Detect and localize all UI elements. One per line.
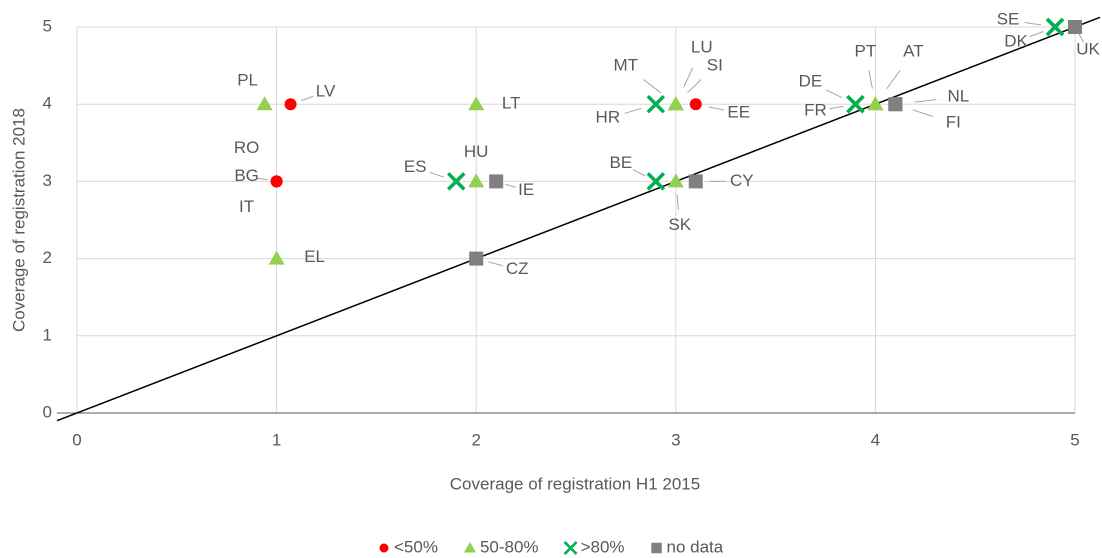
- point-label: AT: [903, 42, 923, 61]
- point: [284, 98, 297, 111]
- diagonal-line: [56, 16, 1101, 422]
- y-tick-label: 2: [43, 248, 52, 267]
- x-tick-label: 1: [272, 430, 281, 449]
- leader-line: [257, 177, 268, 181]
- point: [468, 173, 485, 188]
- legend-marker: [651, 542, 662, 554]
- x-tick-label: 3: [671, 430, 680, 449]
- point: [888, 97, 903, 112]
- point-label: FI: [946, 113, 961, 132]
- point-label: BE: [609, 153, 632, 172]
- point: [1045, 17, 1065, 37]
- leader-line: [488, 261, 503, 267]
- x-axis-title: Coverage of registration H1 2015: [450, 474, 700, 493]
- leader-line: [1078, 33, 1084, 43]
- x-tick-label: 0: [72, 430, 81, 449]
- leader-line: [708, 106, 724, 111]
- point-label: PT: [855, 42, 877, 61]
- legend-marker: [563, 541, 578, 555]
- legend-label: 50-80%: [480, 537, 539, 556]
- leader-line: [505, 183, 516, 188]
- leader-line: [687, 79, 702, 94]
- point-label: DE: [799, 72, 823, 91]
- leader-line: [912, 109, 934, 118]
- leader-line: [825, 89, 843, 99]
- leader-line: [829, 105, 844, 110]
- legend-marker: [379, 543, 389, 553]
- y-tick-label: 4: [43, 94, 52, 113]
- point-label: SK: [668, 215, 691, 234]
- y-tick-label: 5: [43, 16, 52, 35]
- leader-line: [1029, 31, 1044, 38]
- leader-line: [886, 70, 901, 89]
- leader-line: [676, 194, 679, 211]
- y-tick-label: 3: [43, 171, 52, 190]
- point: [469, 251, 484, 266]
- leader-line: [1024, 21, 1042, 26]
- point: [447, 172, 466, 191]
- point-label: NL: [947, 87, 969, 106]
- point-label: ES: [404, 157, 427, 176]
- point-label: CZ: [506, 259, 529, 278]
- legend-label: no data: [667, 537, 724, 556]
- point: [688, 174, 703, 189]
- legend-label: <50%: [394, 537, 438, 556]
- point: [268, 250, 285, 265]
- point-label: HR: [596, 108, 621, 127]
- point-label: HU: [464, 142, 489, 161]
- point-label: EL: [304, 247, 325, 266]
- leader-line: [300, 95, 314, 102]
- point-label: LT: [502, 94, 521, 113]
- point-label: IT: [239, 197, 254, 216]
- point-label: CY: [730, 171, 754, 190]
- point: [689, 98, 702, 111]
- x-tick-label: 4: [871, 430, 880, 449]
- point-label: SE: [997, 9, 1020, 28]
- leader-line: [683, 67, 694, 88]
- point: [1068, 20, 1082, 34]
- point-label: LV: [316, 82, 336, 101]
- leader-line: [632, 169, 646, 177]
- point-label: IE: [518, 180, 534, 199]
- point: [270, 175, 283, 188]
- y-axis-title: Coverage of registration 2018: [9, 108, 28, 332]
- point-label: RO: [234, 138, 260, 157]
- point-label: PL: [237, 71, 258, 90]
- leader-line: [868, 70, 873, 89]
- point-label: EE: [727, 103, 750, 122]
- point-label: SI: [707, 56, 723, 75]
- point-label: MT: [614, 56, 639, 75]
- y-tick-label: 0: [43, 402, 52, 421]
- point: [667, 96, 684, 111]
- leader-line: [429, 171, 445, 178]
- x-tick-label: 2: [471, 430, 480, 449]
- point-label: LU: [691, 38, 713, 57]
- x-tick-label: 5: [1070, 430, 1079, 449]
- point: [489, 174, 504, 189]
- point: [867, 96, 884, 111]
- leader-line: [642, 79, 662, 94]
- point-label: BG: [234, 166, 259, 185]
- point: [846, 94, 865, 114]
- leader-line: [624, 107, 642, 114]
- point: [667, 173, 684, 188]
- point-label: FR: [804, 101, 827, 120]
- point: [646, 94, 666, 114]
- legend-label: >80%: [581, 537, 625, 556]
- point-label: UK: [1076, 39, 1100, 58]
- leader-line: [914, 99, 937, 103]
- point: [646, 172, 666, 191]
- y-tick-label: 1: [43, 325, 52, 344]
- point: [468, 96, 485, 111]
- point: [256, 96, 273, 111]
- point-label: DK: [1004, 31, 1028, 50]
- legend-marker: [463, 542, 476, 553]
